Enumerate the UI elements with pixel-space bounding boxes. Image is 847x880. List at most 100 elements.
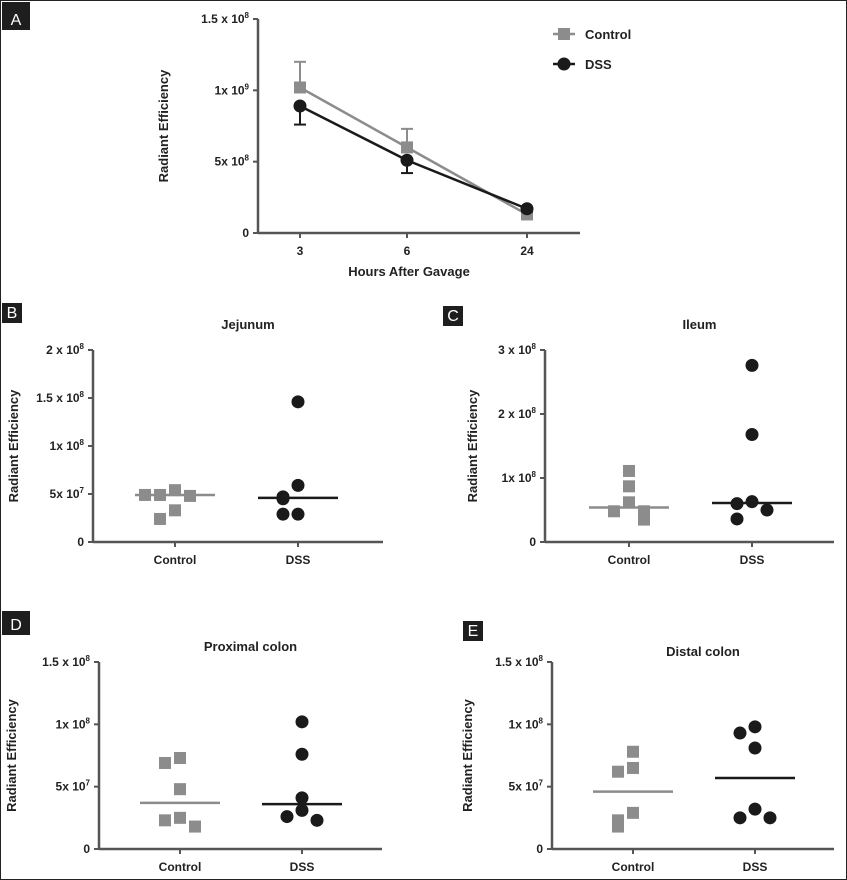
data-point-dss [733,811,747,825]
y-tick-label: 3 x 108 [498,342,536,357]
x-tick-label: 24 [520,244,534,258]
data-point-dss [295,747,309,761]
data-point-dss [730,497,744,511]
panel-letter-box [2,303,22,323]
data-point-dss [400,153,414,167]
y-tick-label: 5x 108 [215,154,250,169]
data-point-dss [520,202,534,216]
data-point-dss [745,358,759,372]
data-point-dss [295,791,309,805]
data-point-control [159,814,171,827]
panel-letter: A [11,12,22,29]
x-tick-label: 6 [404,244,411,258]
data-point-dss [748,720,762,734]
x-tick-label: Control [159,860,202,874]
x-tick-label: Control [608,553,651,567]
y-tick-label: 1x 108 [56,716,91,731]
data-point-dss [310,813,324,827]
x-tick-label: DSS [743,860,768,874]
panel-letter-box [463,621,483,641]
panel-letter: E [468,623,479,640]
legend-marker-control [558,28,570,40]
data-point-dss [748,741,762,755]
data-point-control [294,81,306,94]
data-point-dss [745,495,759,509]
panel-letter-box [2,2,30,30]
panel-b: B 0 5x 107 1x 108 1.5 x 108 2 x 108 Control DSS… [2,303,383,567]
series-line-dss [299,104,528,210]
data-point-control [174,783,186,796]
x-tick-label: Control [612,860,655,874]
data-point-control [623,480,635,493]
x-tick-label: 3 [297,244,304,258]
y-tick-label: 0 [529,535,536,549]
data-point-dss [295,803,309,817]
y-axis-label: Radiant Efficiency [4,698,19,811]
data-point-control [169,484,181,497]
x-tick-label: DSS [290,860,315,874]
chart-title: Jejunum [221,317,274,332]
data-point-dss [748,802,762,816]
y-tick-label: 0 [77,535,84,549]
legend-label-dss: DSS [585,57,612,72]
data-point-dss [760,503,774,517]
panel-e: E 0 5x 107 1x 108 1.5 x 108 Control DSS Radiant… [460,621,834,874]
data-point-dss [745,427,759,441]
data-point-dss [730,512,744,526]
y-tick-label: 5x 107 [56,779,91,794]
data-point-control [627,745,639,758]
y-tick-label: 1.5 x 108 [201,11,249,26]
data-point-dss [291,507,305,521]
data-point-dss [276,492,290,506]
data-point-control [139,488,151,501]
panel-letter: D [10,617,22,634]
x-tick-label: DSS [740,553,765,567]
y-tick-label: 5x 107 [50,486,85,501]
data-point-dss [293,99,307,113]
data-point-control [638,513,650,526]
data-point-control [623,496,635,509]
y-axis-label: Radiant Efficiency [156,69,171,182]
y-tick-label: 1x 108 [50,438,85,453]
data-point-control [401,141,413,154]
data-point-dss [280,810,294,824]
panel-a: A 0 5x 108 1x 109 1.5 x 108 3 6 24 Radiant Effic… [2,2,631,279]
y-tick-label: 1x 108 [502,470,537,485]
data-point-control [174,811,186,824]
y-tick-label: 1.5 x 108 [495,654,543,669]
y-tick-label: 0 [83,842,90,856]
data-point-control [154,488,166,501]
data-point-dss [763,811,777,825]
data-point-control [627,806,639,819]
data-point-control [627,761,639,774]
y-tick-label: 2 x 108 [46,342,84,357]
x-axis-label: Hours After Gavage [348,264,470,279]
chart-title: Ileum [683,317,717,332]
data-point-control [612,820,624,833]
data-point-dss [291,478,305,492]
legend-marker-dss [557,57,571,71]
chart-title: Distal colon [666,644,740,659]
y-tick-label: 1.5 x 108 [42,654,90,669]
y-tick-label: 1x 109 [215,82,250,97]
y-tick-label: 5x 107 [509,779,544,794]
panel-c: C 0 1x 108 2 x 108 3 x 108 Control DSS Radiant … [443,306,834,567]
data-point-control [189,820,201,833]
y-axis-label: Radiant Efficiency [460,698,475,811]
data-point-dss [733,726,747,740]
x-tick-label: Control [154,553,197,567]
panel-d: D 0 5x 107 1x 108 1.5 x 108 Control DSS Radiant… [2,611,382,874]
data-point-control [623,464,635,477]
panel-letter: B [7,305,18,322]
legend-label-control: Control [585,27,631,42]
data-point-control [612,765,624,778]
y-tick-label: 1.5 x 108 [36,390,84,405]
x-tick-label: DSS [286,553,311,567]
data-point-control [169,504,181,517]
panel-letter-box [443,306,463,326]
data-point-control [608,505,620,518]
chart-title: Proximal colon [204,639,297,654]
data-point-dss [291,395,305,409]
panel-letter: C [447,308,459,325]
